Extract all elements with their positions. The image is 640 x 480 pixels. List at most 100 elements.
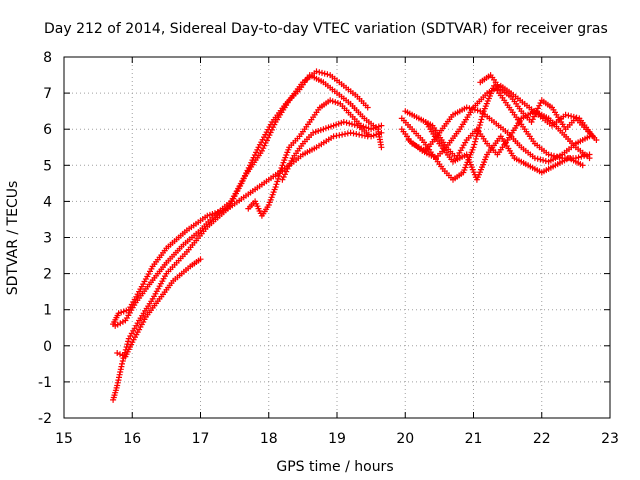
data-point (575, 154, 582, 161)
data-point (528, 119, 535, 125)
data-point (579, 162, 586, 169)
data-point (117, 351, 123, 358)
data-point (531, 113, 538, 120)
data-point (124, 341, 131, 348)
x-tick-label: 22 (533, 431, 551, 447)
data-point (343, 119, 350, 126)
data-point (120, 355, 127, 362)
data-point (321, 70, 328, 77)
data-point (324, 71, 331, 78)
y-tick-label: 7 (43, 86, 52, 102)
data-point (197, 256, 204, 263)
data-point (346, 120, 353, 127)
data-point (537, 156, 544, 163)
data-point (565, 112, 572, 119)
y-tick-label: 2 (43, 267, 52, 283)
data-point (276, 173, 282, 180)
series-track-5 (245, 97, 385, 219)
x-tick-label: 15 (55, 431, 73, 447)
data-point (319, 69, 325, 76)
data-point (122, 349, 128, 356)
data-point (474, 107, 481, 114)
data-point (586, 155, 593, 162)
data-point (282, 171, 288, 178)
data-point (477, 119, 484, 126)
data-point (536, 102, 543, 109)
data-point (533, 108, 540, 115)
y-axis-label: SDTVAR / TECUs (5, 181, 21, 296)
series-layer (110, 68, 600, 403)
data-point (122, 346, 129, 353)
data-point (534, 155, 541, 162)
y-tick-label: 5 (43, 158, 52, 174)
data-point (119, 358, 126, 364)
data-point (263, 137, 270, 144)
y-tick-label: 0 (43, 339, 52, 355)
y-tick-label: 3 (43, 231, 52, 247)
data-point (284, 165, 291, 172)
x-tick-label: 21 (465, 431, 483, 447)
x-tick-label: 19 (328, 431, 346, 447)
data-point (532, 110, 539, 117)
data-point (285, 163, 292, 170)
y-tick-label: -1 (38, 375, 52, 391)
data-point (540, 157, 547, 164)
data-point (573, 114, 580, 121)
data-point (478, 116, 485, 123)
data-point (568, 113, 575, 120)
data-point (364, 104, 371, 111)
data-point (472, 138, 479, 145)
data-point (349, 121, 355, 128)
data-point (531, 155, 538, 162)
y-tick-label: 8 (43, 50, 52, 66)
data-point (542, 158, 549, 164)
data-point (275, 175, 282, 182)
data-point (313, 68, 320, 75)
series-track-9 (402, 108, 593, 162)
data-point (119, 360, 125, 367)
data-point (114, 382, 121, 389)
y-tick-label: 4 (43, 194, 52, 210)
data-point (273, 181, 280, 188)
data-point (120, 308, 127, 315)
data-point (276, 170, 283, 177)
data-point (351, 121, 358, 128)
data-point (123, 344, 130, 350)
data-point (471, 141, 478, 148)
data-point (463, 104, 470, 111)
data-point (114, 350, 121, 356)
data-point (593, 137, 600, 143)
data-point (378, 129, 385, 136)
data-point (117, 369, 124, 375)
data-point (545, 151, 552, 158)
data-point (470, 144, 477, 151)
x-tick-label: 17 (192, 431, 210, 447)
series-track-12 (477, 72, 600, 143)
data-point (529, 116, 536, 123)
x-axis-label: GPS time / hours (276, 459, 393, 475)
y-tick-label: 6 (43, 122, 52, 138)
data-point (283, 168, 290, 175)
series-track-1 (110, 129, 371, 328)
data-point (378, 144, 385, 151)
data-point (258, 147, 265, 154)
x-tick-label: 18 (260, 431, 278, 447)
data-point (472, 135, 479, 142)
data-point (378, 122, 385, 129)
data-point (272, 184, 279, 190)
data-point (548, 152, 555, 159)
data-point (125, 338, 132, 345)
data-point (316, 69, 323, 76)
data-point (278, 165, 285, 171)
series-track-4 (110, 72, 385, 403)
data-point (534, 105, 541, 112)
y-tick-label: 1 (43, 303, 52, 319)
data-point (578, 153, 585, 160)
data-point (279, 176, 286, 183)
data-point (287, 160, 294, 167)
data-point (288, 157, 295, 164)
data-point (537, 100, 544, 106)
data-point (280, 174, 287, 180)
data-point (274, 178, 281, 185)
